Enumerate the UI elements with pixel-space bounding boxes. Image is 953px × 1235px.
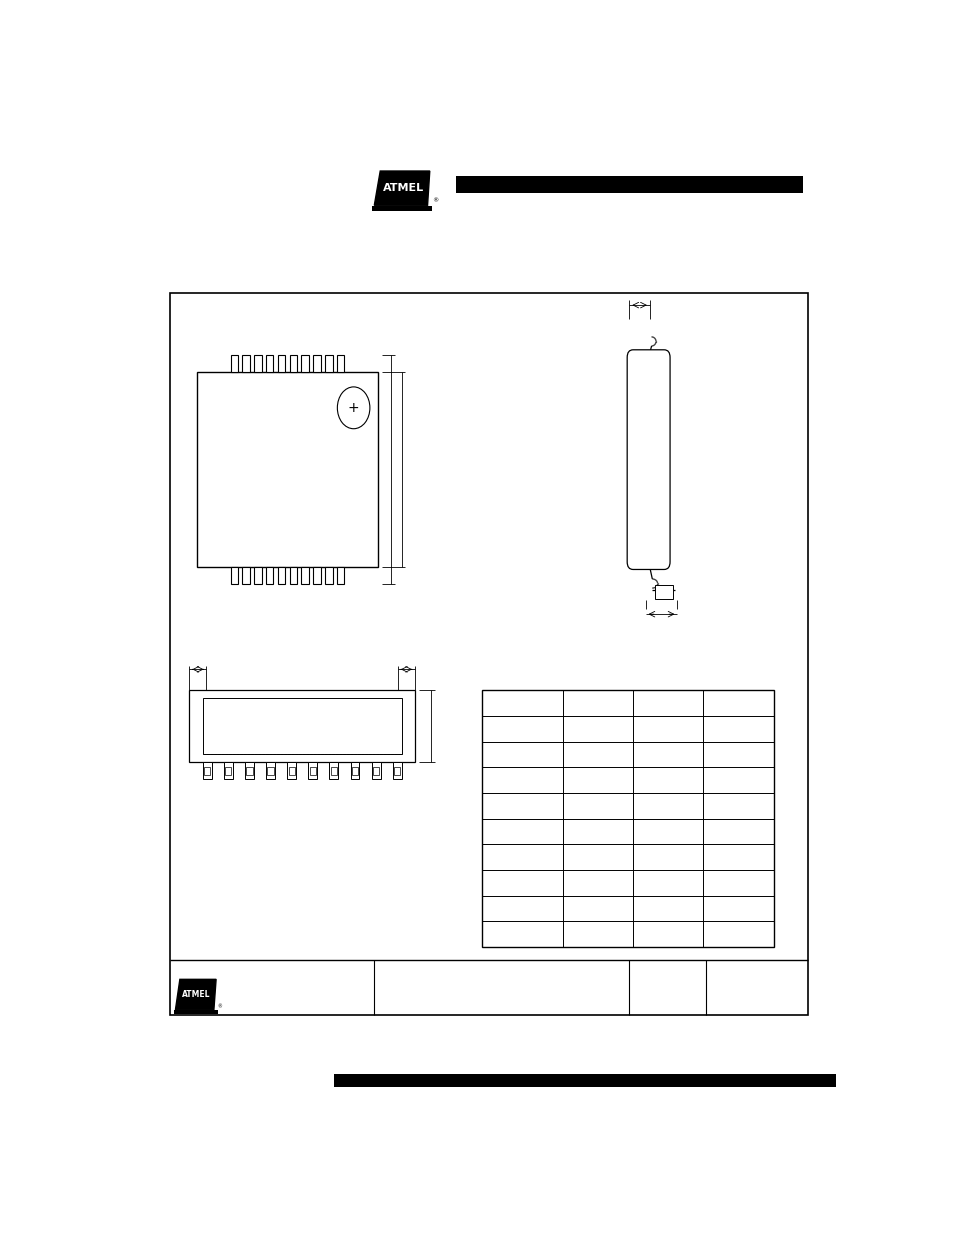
Bar bbox=[290, 567, 296, 584]
Bar bbox=[267, 767, 274, 776]
FancyBboxPatch shape bbox=[626, 350, 669, 569]
Bar bbox=[654, 584, 672, 599]
Bar bbox=[253, 567, 261, 584]
Bar bbox=[231, 567, 237, 584]
Bar bbox=[313, 567, 320, 584]
Bar bbox=[334, 1074, 836, 1087]
Bar bbox=[290, 354, 296, 372]
Bar bbox=[350, 762, 359, 779]
Bar bbox=[266, 762, 274, 779]
Bar bbox=[196, 372, 377, 567]
Bar bbox=[352, 767, 357, 776]
Bar bbox=[394, 767, 400, 776]
Polygon shape bbox=[175, 979, 216, 1010]
Bar bbox=[325, 354, 333, 372]
Bar bbox=[190, 690, 415, 762]
Bar bbox=[329, 762, 338, 779]
Text: ATMEL: ATMEL bbox=[382, 183, 424, 193]
Polygon shape bbox=[374, 170, 429, 205]
Bar bbox=[331, 767, 336, 776]
Text: ATMEL: ATMEL bbox=[182, 990, 211, 999]
Bar bbox=[225, 767, 232, 776]
Bar bbox=[301, 567, 309, 584]
Bar bbox=[336, 567, 344, 584]
Text: +: + bbox=[348, 401, 359, 415]
Bar bbox=[372, 206, 432, 211]
Bar bbox=[336, 354, 344, 372]
Bar bbox=[301, 354, 309, 372]
Bar bbox=[242, 567, 250, 584]
Bar bbox=[203, 698, 401, 753]
Bar bbox=[277, 567, 285, 584]
Bar bbox=[170, 293, 807, 1015]
Bar bbox=[266, 354, 274, 372]
Bar bbox=[287, 762, 295, 779]
Bar bbox=[173, 1010, 218, 1014]
Bar bbox=[231, 354, 237, 372]
Bar bbox=[277, 354, 285, 372]
Bar bbox=[325, 567, 333, 584]
Bar bbox=[246, 767, 253, 776]
Bar bbox=[373, 767, 379, 776]
Bar bbox=[481, 690, 773, 947]
Bar bbox=[224, 762, 233, 779]
Bar bbox=[372, 762, 380, 779]
Text: ®: ® bbox=[432, 199, 437, 204]
Text: ®: ® bbox=[217, 1005, 222, 1010]
Bar bbox=[308, 762, 317, 779]
Bar bbox=[253, 354, 261, 372]
Bar bbox=[310, 767, 315, 776]
Bar bbox=[313, 354, 320, 372]
Bar bbox=[242, 354, 250, 372]
Bar bbox=[456, 175, 802, 193]
Bar bbox=[245, 762, 253, 779]
Bar bbox=[203, 762, 212, 779]
Bar bbox=[393, 762, 401, 779]
Bar bbox=[288, 767, 294, 776]
Bar bbox=[204, 767, 210, 776]
Bar bbox=[266, 567, 274, 584]
